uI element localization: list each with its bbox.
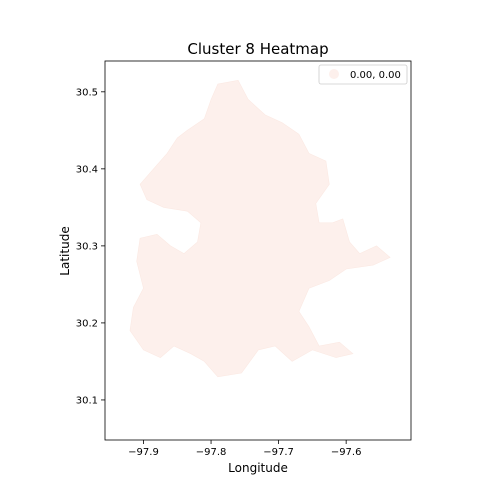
y-tick-label: 30.3	[76, 241, 98, 252]
y-tick-label: 30.4	[76, 164, 98, 175]
y-tick-label: 30.5	[76, 87, 98, 98]
plot-area	[104, 60, 412, 441]
x-tick-label: −97.7	[263, 447, 294, 458]
x-tick-label: −97.9	[128, 447, 159, 458]
x-axis-ticks: −97.9 −97.8 −97.7 −97.6	[128, 440, 361, 458]
legend-entry-label: 0.00, 0.00	[350, 70, 401, 81]
y-axis-label: Latitude	[58, 226, 72, 275]
y-axis-ticks: 30.1 30.2 30.3 30.4 30.5	[76, 87, 105, 406]
x-tick-label: −97.8	[196, 447, 227, 458]
legend-marker	[329, 69, 339, 79]
legend: 0.00, 0.00	[318, 64, 408, 85]
heatmap-region	[129, 79, 391, 378]
y-tick-label: 30.2	[76, 318, 98, 329]
legend-frame	[318, 64, 408, 85]
heatmap-region-layer	[129, 79, 391, 378]
axes-frame	[104, 60, 412, 441]
y-tick-label: 30.1	[76, 395, 98, 406]
chart-title: Cluster 8 Heatmap	[187, 40, 328, 58]
x-tick-label: −97.6	[331, 447, 362, 458]
x-axis-label: Longitude	[228, 461, 288, 475]
